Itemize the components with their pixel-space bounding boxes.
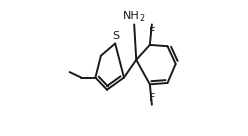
Text: NH: NH bbox=[123, 11, 140, 21]
Text: S: S bbox=[112, 31, 119, 41]
Text: F: F bbox=[149, 27, 156, 37]
Text: F: F bbox=[149, 93, 156, 103]
Text: 2: 2 bbox=[139, 14, 144, 23]
